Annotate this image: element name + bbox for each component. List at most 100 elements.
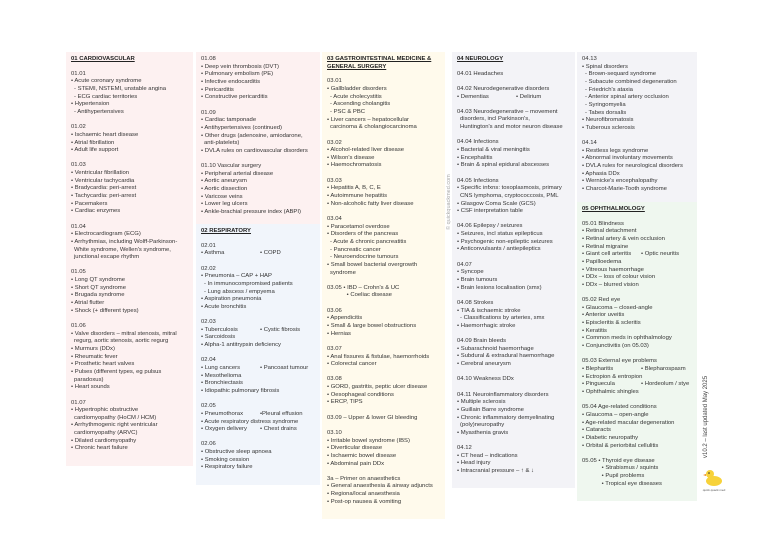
topic-item-continued: cardiomyopathy (HoCM / HCM) [74, 414, 157, 421]
topic-group: 3a – Primer on anaesthetics • General ana… [327, 476, 441, 507]
subsection-label: 04.01 Headaches [457, 70, 504, 77]
subsection-label: 01.09 [201, 109, 216, 116]
topic-item: • Glasgow Coma Scale (GCS) [457, 200, 536, 207]
topic-item: • Tuberous sclerosis [582, 124, 635, 131]
topic-item-continued: disorders, incl Parkinson's, [460, 116, 530, 123]
topic-item: • Blepharitis [582, 366, 614, 372]
topic-group: 03.01 • Gallbladder disorders - Acute chol… [327, 78, 441, 132]
subsection-label: 04.08 Strokes [457, 299, 494, 306]
topic-item-continued: junctional escape rhythm [74, 254, 140, 261]
subsection-label: 03.09 – Upper & lower GI bleeding [327, 414, 418, 421]
topic-item: • Brain & spinal epidural abscesses [457, 162, 550, 169]
section-heading: 03 GASTROINTESTINAL MEDICINE & GENERAL S… [327, 56, 432, 70]
topic-group: 03.09 – Upper & lower GI bleeding [327, 415, 441, 423]
topic-group: 02.05 • Pneumothorax •Pleural effusion • Ac… [201, 403, 316, 434]
topic-item: • Papilloedema [582, 258, 622, 265]
topic-item-pair: • Dementias • Delirium [457, 94, 571, 102]
topic-item: • Disorders of the pancreas [327, 231, 399, 238]
topic-group: 01.03 • Ventricular fibrillation • Ventric… [71, 162, 189, 216]
topic-item: • Episcleritis & scleritis [582, 320, 641, 327]
topic-item: • Abnormal involuntary movements [582, 155, 673, 162]
topic-group: 03.10 • Irritable bowel syndrome (IBS) • D… [327, 430, 441, 468]
topic-group: 04.10 Weakness DDx [457, 376, 571, 384]
topic-item-continued: (poly)neuropathy [460, 422, 505, 429]
topic-group: 04.12 • CT head – indications • Head injur… [457, 445, 571, 476]
topic-item: • Seizures, incl status epilepticus [457, 231, 543, 238]
topic-item: • Ankle-brachial pressure index (ABPI) [201, 209, 301, 215]
topic-item-pair: • Blepharitis • Blepharospasm [582, 366, 693, 374]
topic-group: 04.01 Headaches [457, 71, 571, 79]
topic-item: • Haemorrhagic stroke [457, 322, 516, 329]
topic-item: • CT head – indications [457, 452, 518, 459]
subsection-label: 01.08 [201, 56, 216, 62]
topic-item: • Chronic inflammatory demyelinating [457, 414, 555, 421]
topic-item: • Autoimmune hepatitis [327, 193, 388, 200]
topic-item: • Common meds in ophthalmology [582, 335, 672, 342]
subsection-label: 03.03 [327, 177, 342, 184]
subsection-label: 05.02 Red eye [582, 297, 621, 304]
topic-item: • COPD [260, 250, 281, 257]
topic-item: • Ventricular fibrillation [71, 170, 130, 177]
subsection-label: 03.08 [327, 376, 342, 383]
topic-item: • Retinal migraine [582, 243, 629, 250]
topic-subitem: - Neuroendocrine tumours [330, 254, 399, 261]
topic-item: • Hypertension [71, 101, 110, 108]
topic-item: • Vitreous haemorrhage [582, 266, 644, 273]
subsection-label: 01.06 [71, 323, 86, 329]
svg-text:quick quack med: quick quack med [703, 488, 726, 492]
topic-item: • Ischaemic bowel disease [327, 452, 397, 459]
topic-item: • Varicose veins [201, 193, 243, 200]
topic-group: 03.07 • Anal fissures & fistulae, haemorr… [327, 346, 441, 369]
topic-item-continued: regurg, aortic stenosis, aortic regurg [74, 338, 169, 345]
subsection-label: 04.11 Neuroinflammatory disorders [457, 391, 549, 398]
topic-subitem: - In immunocompromised patients [204, 280, 293, 287]
topic-item: • DDx – blurred vision [582, 281, 639, 288]
topic-item: • Idiopathic pulmonary fibrosis [201, 387, 280, 394]
topic-item: • Sarcoidosis [201, 334, 236, 341]
subsection-label: 05.05 • Thyroid eye disease [582, 457, 655, 464]
topic-item: • Encephalitis [457, 154, 493, 161]
topic-item: • Murmurs (DDx) [71, 345, 115, 352]
topic-item: • Glaucoma – closed-angle [582, 304, 653, 311]
section-cardiovascular: 01 CARDIOVASCULAR 01.01 • Acute coronary s… [66, 52, 193, 466]
topic-item: • Keratitis [582, 327, 607, 334]
topic-item: • Conjunctivitis (on 05.03) [582, 343, 649, 350]
topic-item: • Antihypertensives (continued) [201, 124, 282, 131]
topic-item: • Anterior uveitis [582, 312, 625, 319]
topic-item: • Rheumatic fever [71, 353, 118, 360]
topic-group: 01.07 • Hypertrophic obstructive cardiomyo… [71, 400, 189, 454]
topic-item-continued: cardiomyopathy (ARVC) [74, 430, 138, 437]
subsection-label: 05.04 Age-related conditions [582, 404, 657, 411]
topic-item: • Brain tumours [457, 277, 498, 283]
topic-item: • Retinal detachment [582, 228, 637, 235]
topic-item: • Oesophageal conditions [327, 391, 394, 398]
subsection-label: 01.07 [71, 399, 86, 406]
topic-group: 03.04 • Paracetamol overdose • Disorders o… [327, 216, 441, 277]
topic-group: 01.04 • Electrocardiogram (ECG) • Arrhythm… [71, 224, 189, 262]
topic-item: • Hepatitis A, B, C, E [327, 185, 381, 192]
topic-group: 01.09 • Cardiac tamponade • Antihypertensi… [201, 110, 316, 156]
subsection-label: 03.06 [327, 307, 342, 314]
topic-item: • Hernias [327, 330, 351, 337]
topic-item: • Diverticular disease [327, 445, 383, 452]
topic-group: 04.08 Strokes • TIA & ischaemic stroke - C… [457, 300, 571, 331]
topic-item: • Hordeolum / stye [641, 381, 690, 388]
subsection-label: 01.01 [71, 70, 86, 77]
topic-item: •Pleural effusion [260, 410, 303, 417]
topic-item: • Dementias [457, 93, 489, 100]
topic-item-continued: carcinoma & cholangiocarcinoma [330, 124, 417, 131]
section-respiratory: 02 RESPIRATORY 02.01 • Asthma • COPD 02.02 • … [196, 224, 320, 485]
topic-item: • Peripheral arterial disease [201, 170, 274, 177]
topic-item: • Arrhythmias, including Wolff-Parkinson… [71, 238, 178, 245]
topic-item: • Heart sounds [71, 384, 110, 391]
topic-group: 01.02 • Ischaemic heart disease • Atrial f… [71, 124, 189, 155]
topic-group: 04.04 Infections • Bacterial & viral meni… [457, 139, 571, 170]
subsection-label: 05.03 External eye problems [582, 358, 657, 365]
subsection-label: 03.10 [327, 429, 342, 436]
section-neurology-continued: 04.13 • Spinal disorders - Brown-sequard s… [577, 52, 697, 207]
topic-item: • Regiona/local anaesthesia [327, 491, 400, 498]
topic-item: • Cataracts [582, 427, 611, 434]
topic-group: 04.03 Neurodegenerative – movement disord… [457, 109, 571, 132]
topic-item: • Intracranial pressure – ↑ & ↓ [457, 468, 535, 475]
topic-group: 02.03 • Tuberculosis • Cystic fibrosis • Sa… [201, 319, 316, 350]
